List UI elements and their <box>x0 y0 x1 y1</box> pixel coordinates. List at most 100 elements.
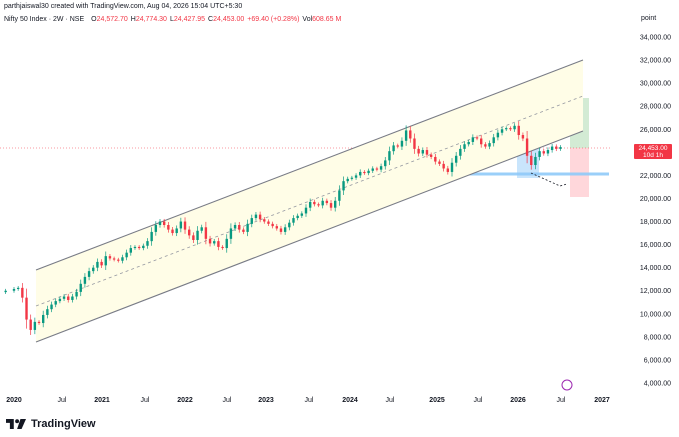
candle <box>16 286 20 291</box>
candle <box>517 121 520 140</box>
time-axis-month: Jul <box>305 397 314 404</box>
candle-body <box>434 156 437 162</box>
channel-fill <box>36 60 583 342</box>
ohlc-high: H24,774.30 <box>130 16 167 23</box>
candle-body <box>62 296 66 299</box>
candle <box>454 151 458 167</box>
candle-body <box>171 229 174 234</box>
candle-body <box>517 125 520 136</box>
candle <box>346 176 349 184</box>
candle <box>254 212 258 221</box>
time-axis-year: 2026 <box>510 397 526 404</box>
candle <box>100 259 103 268</box>
candle <box>354 173 358 180</box>
candle-body <box>213 241 216 244</box>
candle <box>4 288 7 294</box>
candle <box>96 258 99 272</box>
candle-body <box>242 229 245 232</box>
candle <box>438 159 441 167</box>
candle <box>104 251 107 270</box>
candle <box>196 226 199 245</box>
candle <box>317 202 320 208</box>
candle-body <box>371 168 374 171</box>
candle <box>87 267 91 281</box>
candle <box>137 245 141 250</box>
candle-body <box>125 252 128 258</box>
candle <box>29 314 32 335</box>
candle <box>258 211 262 223</box>
candle-body <box>25 297 28 320</box>
candle-body <box>300 213 304 216</box>
candle <box>313 199 316 207</box>
candle <box>421 147 424 157</box>
candle-body <box>71 296 74 300</box>
candle <box>363 170 366 175</box>
candle-body <box>334 200 337 208</box>
candle <box>179 217 183 233</box>
candle-body <box>225 238 228 249</box>
candle-body <box>50 304 53 310</box>
candle-body <box>359 171 362 176</box>
time-axis: 2020 Jul 2021 Jul 2022 Jul 2023 Jul 2024 Jul 2025 J… <box>6 379 610 404</box>
candle <box>288 219 291 231</box>
candle-body <box>555 146 558 149</box>
candle <box>446 165 450 175</box>
candle <box>146 238 149 249</box>
candles <box>4 121 562 335</box>
candle-body <box>409 130 412 139</box>
candle <box>467 139 470 147</box>
candle-body <box>137 246 141 249</box>
last-price-value: 24,453.00 <box>638 145 668 152</box>
candle <box>559 145 562 151</box>
candle-body <box>92 267 95 272</box>
candle-body <box>484 144 487 147</box>
candle <box>417 145 420 157</box>
candle <box>25 288 28 329</box>
candle <box>250 214 253 228</box>
candle <box>162 218 166 228</box>
candle <box>521 132 525 142</box>
candle-body <box>530 155 533 166</box>
symbol-label[interactable]: Nifty 50 Index · 2W · NSE <box>4 16 85 23</box>
candle <box>379 163 383 173</box>
time-axis-year: 2022 <box>177 397 193 404</box>
candle <box>167 221 170 233</box>
candle-body <box>442 163 445 169</box>
price-tick-label: 32,000.00 <box>640 58 671 65</box>
candle-body <box>317 204 320 206</box>
price-tick-label: 22,000.00 <box>640 173 671 180</box>
candle <box>75 288 78 300</box>
time-axis-year: 2020 <box>6 397 22 404</box>
candle <box>404 125 408 146</box>
candle-body <box>133 246 137 249</box>
candle-body <box>37 321 41 324</box>
candle <box>434 153 437 165</box>
candle <box>425 147 429 158</box>
candle-body <box>146 241 149 246</box>
candle <box>292 215 295 226</box>
price-tick-label: 8,000.00 <box>644 334 671 341</box>
candle-body <box>154 224 158 232</box>
candle <box>480 135 483 148</box>
candle <box>367 168 370 176</box>
candle <box>459 145 462 160</box>
candle-body <box>83 276 87 284</box>
candle-body <box>417 148 420 154</box>
candle <box>413 133 416 154</box>
candle <box>371 166 374 173</box>
candle-body <box>296 215 299 219</box>
candle-body <box>388 151 391 161</box>
candle-body <box>384 160 387 167</box>
candle <box>238 221 241 233</box>
candle-body <box>108 256 112 259</box>
candle-body <box>363 171 366 174</box>
candle <box>171 227 174 236</box>
candle-body <box>54 301 57 305</box>
candle <box>150 227 153 246</box>
candle-body <box>534 156 537 166</box>
candle <box>158 218 162 228</box>
price-axis: 34,000.00 32,000.00 30,000.00 28,000.00 26,0… <box>640 35 671 388</box>
candle-body <box>79 283 82 292</box>
candle-body <box>250 218 253 224</box>
